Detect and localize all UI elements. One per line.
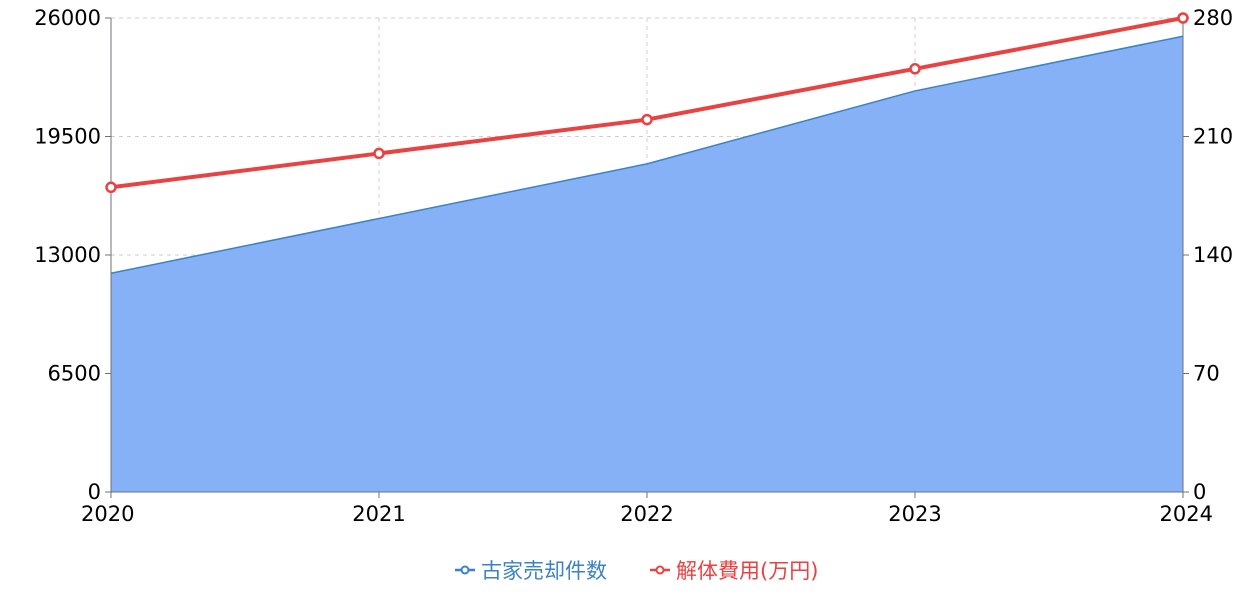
right-axis-tick-label: 0	[1193, 480, 1206, 504]
x-axis-tick-label: 2020	[81, 502, 134, 526]
area-series-layer	[110, 35, 1184, 492]
x-axis-tick-label: 2021	[352, 502, 405, 526]
right-axis-tick-label: 70	[1193, 362, 1220, 386]
left-axis-tick-label: 19500	[34, 125, 101, 149]
right-axis-tick-label: 210	[1193, 125, 1233, 149]
legend-item: 古家売却件数	[455, 559, 607, 583]
x-axis-tick-label: 2022	[620, 502, 673, 526]
line-series-layer	[105, 12, 1189, 194]
legend-label: 古家売却件数	[481, 559, 607, 583]
x-axis-tick-label: 2023	[888, 502, 941, 526]
line-series-point	[909, 63, 921, 75]
area-fill	[111, 36, 1183, 492]
line-series-point	[105, 181, 117, 194]
left-axis-tick-label: 13000	[34, 243, 101, 267]
line-series-point	[641, 113, 653, 126]
legend-item: 解体費用(万円)	[650, 559, 818, 583]
area-series-line	[110, 35, 1184, 274]
legend-swatch-marker	[655, 565, 665, 575]
right-axis-tick-label: 280	[1193, 6, 1233, 30]
legend-label: 解体費用(万円)	[676, 559, 818, 583]
left-axis-tick-label: 6500	[48, 362, 101, 386]
left-axis-tick-label: 26000	[34, 6, 101, 30]
x-axis-tick-label: 2024	[1160, 502, 1213, 526]
right-axis-tick-label: 140	[1193, 243, 1233, 267]
legend: 古家売却件数 解体費用(万円)	[455, 559, 818, 583]
legend-swatch-marker	[460, 565, 470, 575]
left-axis-tick-label: 0	[88, 480, 101, 504]
axes: 0 6500 13000 19500 26000 0 70 140 210 280 2020 2021…	[34, 6, 1233, 526]
line-series-point	[1177, 12, 1189, 24]
line-series-point	[373, 147, 385, 160]
